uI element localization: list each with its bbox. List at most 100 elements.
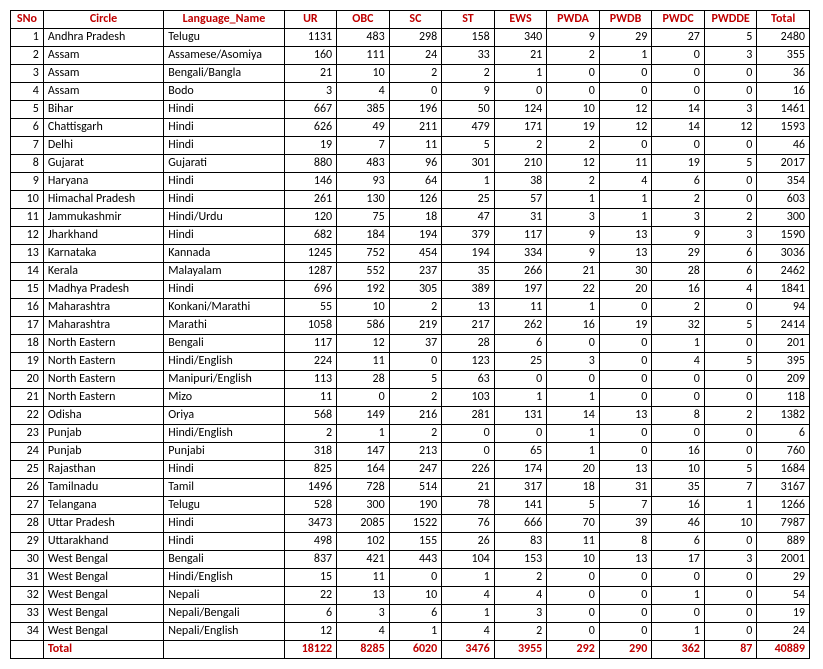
table-row: 21North EasternMizo110210311000118 [11, 389, 810, 407]
cell: 47 [442, 209, 495, 227]
cell: Karnataka [43, 245, 163, 263]
cell: 15 [284, 569, 337, 587]
total-cell: 87 [704, 641, 757, 659]
cell: 14 [11, 263, 44, 281]
cell: 0 [652, 605, 705, 623]
cell: 3 [652, 209, 705, 227]
cell: 2 [547, 47, 600, 65]
cell: Hindi [164, 515, 284, 533]
cell: 552 [337, 263, 390, 281]
cell: Tamilnadu [43, 479, 163, 497]
cell: Haryana [43, 173, 163, 191]
cell: 30 [11, 551, 44, 569]
cell: 1 [547, 389, 600, 407]
cell: 6 [284, 605, 337, 623]
cell: 1 [599, 191, 652, 209]
cell: 29 [652, 245, 705, 263]
cell: 421 [337, 551, 390, 569]
cell: 12 [284, 623, 337, 641]
table-row: 31West BengalHindi/English1511012000029 [11, 569, 810, 587]
cell: Hindi [164, 461, 284, 479]
cell: 0 [704, 335, 757, 353]
cell: 33 [11, 605, 44, 623]
cell: 14 [547, 407, 600, 425]
cell: 1841 [757, 281, 810, 299]
cell: 1 [442, 569, 495, 587]
cell: 201 [757, 335, 810, 353]
cell: Hindi [164, 101, 284, 119]
cell: 0 [547, 335, 600, 353]
cell: Bengali [164, 551, 284, 569]
cell: 13 [599, 551, 652, 569]
cell: Nepali/English [164, 623, 284, 641]
cell: 7 [704, 479, 757, 497]
cell: 29 [599, 29, 652, 47]
cell: Odisha [43, 407, 163, 425]
cell: 25 [442, 191, 495, 209]
cell: 889 [757, 533, 810, 551]
cell: 63 [442, 371, 495, 389]
cell: 3 [704, 551, 757, 569]
cell: 197 [494, 281, 547, 299]
cell: 2 [652, 191, 705, 209]
cell: 24 [757, 623, 810, 641]
total-cell: 290 [599, 641, 652, 659]
cell: 261 [284, 191, 337, 209]
total-cell: 6020 [389, 641, 442, 659]
cell: Bihar [43, 101, 163, 119]
col-obc: OBC [337, 11, 390, 29]
cell: 300 [757, 209, 810, 227]
cell: 210 [494, 155, 547, 173]
col-st: ST [442, 11, 495, 29]
cell: 10 [652, 461, 705, 479]
cell: Hindi [164, 533, 284, 551]
cell: 1 [599, 209, 652, 227]
cell: 389 [442, 281, 495, 299]
cell: Hindi [164, 119, 284, 137]
cell: Hindi/English [164, 353, 284, 371]
cell: Assam [43, 65, 163, 83]
cell: 0 [704, 605, 757, 623]
cell: 70 [547, 515, 600, 533]
cell: 184 [337, 227, 390, 245]
cell: 0 [494, 425, 547, 443]
cell: 35 [442, 263, 495, 281]
cell: 443 [389, 551, 442, 569]
cell: 9 [547, 245, 600, 263]
cell: 64 [389, 173, 442, 191]
cell: 12 [547, 155, 600, 173]
cell: 0 [337, 389, 390, 407]
total-row: Total18122828560203476395529229036287408… [11, 641, 810, 659]
cell: 28 [442, 335, 495, 353]
cell: 111 [337, 47, 390, 65]
cell: 93 [337, 173, 390, 191]
cell: 19 [284, 137, 337, 155]
cell: Oriya [164, 407, 284, 425]
cell: 123 [442, 353, 495, 371]
cell: 0 [704, 569, 757, 587]
cell: 30 [599, 263, 652, 281]
cell: 298 [389, 29, 442, 47]
cell: 1 [652, 587, 705, 605]
cell: 190 [389, 497, 442, 515]
cell: 0 [704, 587, 757, 605]
cell: 1 [652, 335, 705, 353]
cell: 479 [442, 119, 495, 137]
cell: 385 [337, 101, 390, 119]
cell: 6 [11, 119, 44, 137]
cell: Andhra Pradesh [43, 29, 163, 47]
cell: 130 [337, 191, 390, 209]
col-total: Total [757, 11, 810, 29]
cell: 146 [284, 173, 337, 191]
cell: Bengali/Bangla [164, 65, 284, 83]
cell: 7 [599, 497, 652, 515]
cell: 83 [494, 533, 547, 551]
col-pwdc: PWDC [652, 11, 705, 29]
table-row: 15Madhya PradeshHindi6961923053891972220… [11, 281, 810, 299]
cell: 4 [652, 353, 705, 371]
cell: 117 [494, 227, 547, 245]
cell: 1 [389, 623, 442, 641]
cell: 7 [11, 137, 44, 155]
cell: 0 [599, 443, 652, 461]
cell: 96 [389, 155, 442, 173]
